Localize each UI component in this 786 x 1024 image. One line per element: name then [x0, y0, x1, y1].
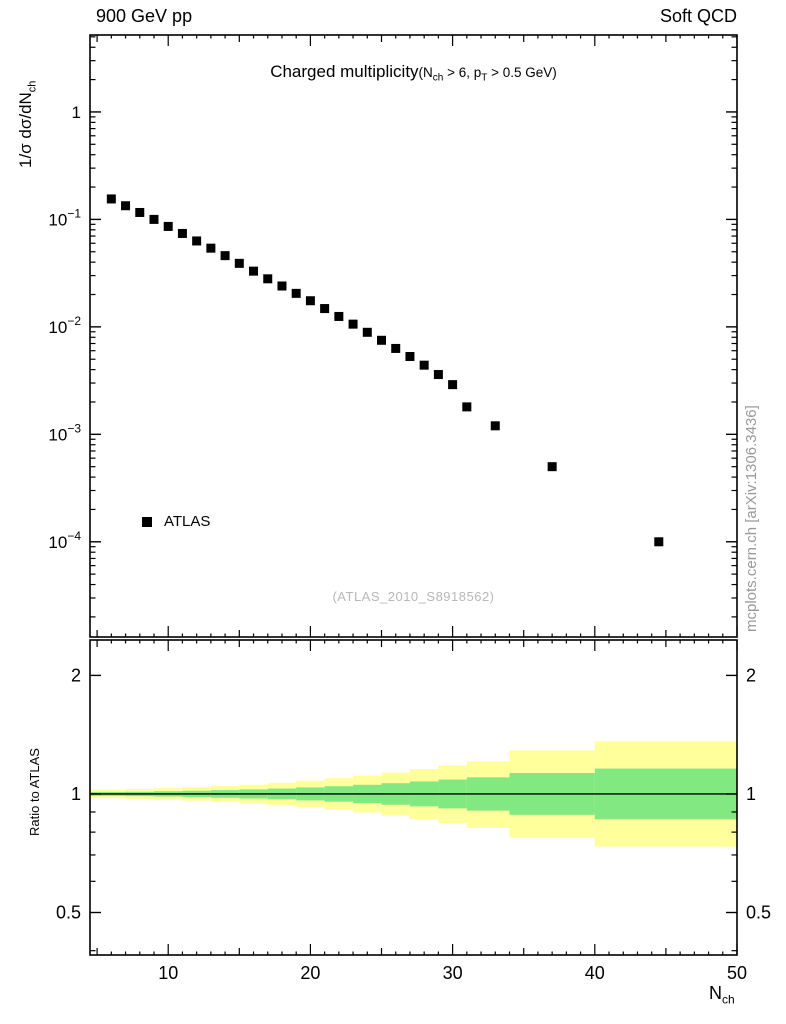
beam-energy-label: 900 GeV pp — [96, 6, 193, 26]
svg-text:2: 2 — [71, 665, 81, 685]
y-axis-label-top-sub: ch — [26, 80, 39, 93]
svg-text:10−4: 10−4 — [48, 529, 81, 552]
svg-text:10: 10 — [158, 963, 178, 983]
svg-text:2: 2 — [746, 665, 756, 685]
x-axis-label-text: N — [709, 983, 722, 1003]
svg-text:10−3: 10−3 — [48, 421, 81, 444]
x-axis-label: Nch — [709, 983, 735, 1007]
legend-series-name: ATLAS — [164, 513, 211, 530]
x-axis-label-sub: ch — [722, 992, 735, 1007]
cuts-text-3: > 0.5 GeV) — [487, 65, 557, 80]
plot-title: Charged multiplicity(Nch > 6, pT > 0.5 G… — [90, 62, 737, 84]
svg-text:20: 20 — [300, 963, 320, 983]
y-axis-label-top: 1/σ dσ/dNch — [16, 18, 38, 168]
svg-text:1: 1 — [72, 103, 81, 122]
svg-text:1: 1 — [71, 784, 81, 804]
legend: ATLAS — [142, 513, 210, 530]
svg-text:10−2: 10−2 — [48, 314, 81, 337]
svg-text:10−1: 10−1 — [48, 206, 81, 229]
y-axis-label-ratio: Ratio to ATLAS — [27, 748, 42, 836]
svg-text:1: 1 — [746, 784, 756, 804]
cuts-sub-pt: T — [481, 72, 488, 84]
cuts-text-2: > 6, p — [443, 65, 482, 80]
cuts-sub-ch: ch — [432, 72, 444, 84]
svg-text:30: 30 — [443, 963, 463, 983]
plot-title-main: Charged multiplicity — [270, 62, 419, 81]
cuts-text-1: (N — [418, 65, 433, 80]
mcplots-attribution: mcplots.cern.ch [arXiv:1306.3436] — [743, 405, 760, 632]
svg-text:0.5: 0.5 — [56, 903, 81, 923]
svg-text:40: 40 — [585, 963, 605, 983]
y-axis-label-top-text: 1/σ dσ/dN — [16, 92, 35, 168]
svg-text:50: 50 — [727, 963, 747, 983]
analysis-id-watermark: (ATLAS_2010_S8918562) — [332, 589, 495, 604]
svg-text:0.5: 0.5 — [746, 903, 771, 923]
plot-title-cuts: (Nch > 6, pT > 0.5 GeV) — [418, 65, 557, 84]
legend-marker-square — [142, 516, 152, 527]
process-group-label: Soft QCD — [659, 6, 737, 26]
